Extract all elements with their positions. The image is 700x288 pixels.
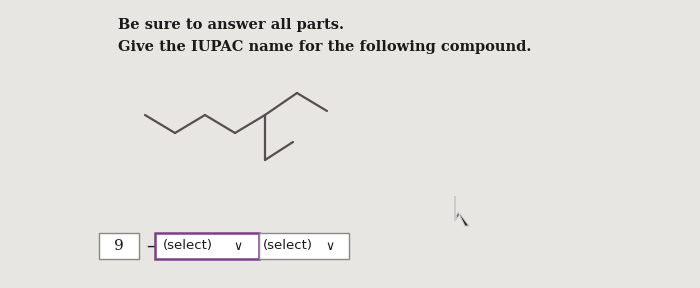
FancyBboxPatch shape bbox=[99, 233, 139, 259]
Text: (select): (select) bbox=[263, 240, 313, 253]
Text: Be sure to answer all parts.: Be sure to answer all parts. bbox=[118, 18, 344, 32]
Polygon shape bbox=[455, 196, 469, 226]
Text: –: – bbox=[146, 237, 155, 255]
FancyBboxPatch shape bbox=[259, 233, 349, 259]
Text: ∨: ∨ bbox=[326, 240, 335, 253]
Text: 9: 9 bbox=[114, 239, 124, 253]
Text: (select): (select) bbox=[163, 240, 213, 253]
Text: Give the IUPAC name for the following compound.: Give the IUPAC name for the following co… bbox=[118, 40, 531, 54]
Text: ∨: ∨ bbox=[233, 240, 243, 253]
FancyBboxPatch shape bbox=[155, 233, 259, 259]
